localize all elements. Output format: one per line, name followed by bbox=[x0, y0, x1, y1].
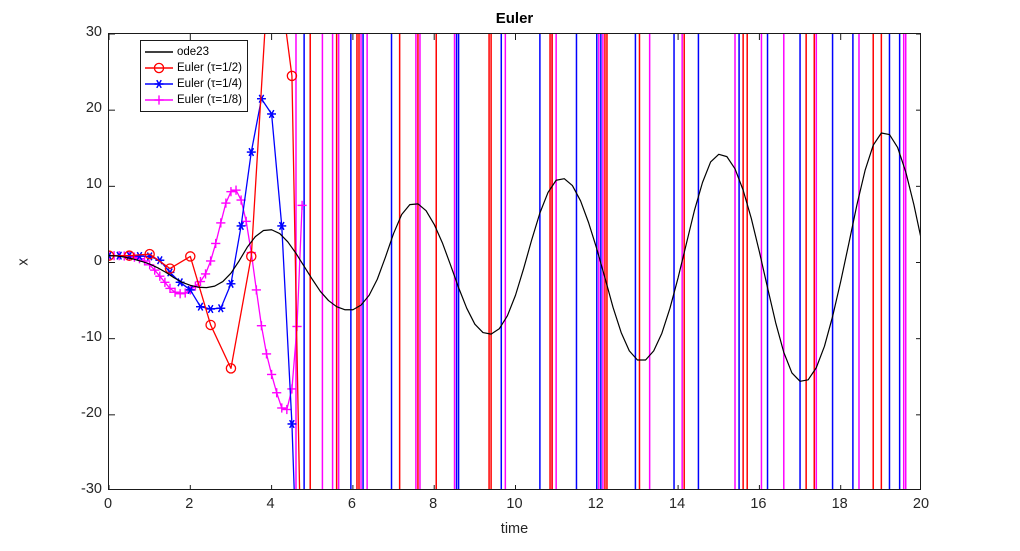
marker-asterisk bbox=[167, 268, 173, 277]
marker-asterisk bbox=[109, 254, 112, 260]
page-title: Euler bbox=[495, 10, 534, 27]
series-euler-1-4- bbox=[109, 94, 297, 489]
legend-item-1[interactable]: Euler (τ=1/2) bbox=[144, 60, 243, 76]
marker-asterisk bbox=[289, 419, 295, 429]
marker-circle bbox=[205, 319, 216, 331]
legend-swatch-circle-icon bbox=[144, 61, 174, 75]
series-line bbox=[109, 34, 301, 489]
legend-swatch-none-icon bbox=[144, 45, 174, 59]
x-axis-label: time bbox=[500, 521, 529, 537]
legend-swatch-asterisk-icon bbox=[144, 77, 174, 91]
legend-marker bbox=[153, 62, 165, 74]
marker-circle bbox=[185, 251, 196, 262]
marker-circle bbox=[286, 70, 298, 82]
y-tick-label: -20 bbox=[81, 404, 102, 421]
marker-asterisk bbox=[218, 304, 224, 313]
series-line bbox=[109, 98, 295, 489]
marker-circle bbox=[246, 251, 257, 262]
series-line bbox=[109, 132, 920, 382]
y-tick-label: 10 bbox=[85, 176, 102, 193]
marker-asterisk bbox=[156, 79, 162, 89]
series-euler-1-2- bbox=[109, 34, 301, 489]
y-tick-label: 30 bbox=[85, 24, 102, 40]
marker-circle bbox=[124, 250, 135, 261]
marker-asterisk bbox=[268, 109, 275, 119]
x-tick-label: 14 bbox=[669, 496, 686, 512]
legend-label: Euler (τ=1/2) bbox=[177, 62, 242, 74]
marker-asterisk bbox=[197, 302, 204, 311]
series-ode23 bbox=[109, 132, 920, 382]
marker-asterisk bbox=[136, 251, 143, 261]
plot-canvas bbox=[109, 34, 920, 489]
marker-circle bbox=[153, 62, 165, 74]
series-euler-1-8- bbox=[109, 185, 307, 415]
x-tick-label: 0 bbox=[103, 496, 113, 512]
y-tick-label: 20 bbox=[85, 100, 102, 117]
legend-item-2[interactable]: Euler (τ=1/4) bbox=[144, 76, 243, 92]
x-tick-label: 6 bbox=[347, 496, 356, 512]
marker-asterisk bbox=[207, 304, 214, 314]
legend-item-0[interactable]: ode23 bbox=[144, 44, 243, 60]
marker-asterisk bbox=[228, 279, 234, 288]
x-axis-tick-labels: 0 2 4 6 8 10 12 14 16 18 20 bbox=[104, 496, 929, 518]
marker-circle bbox=[144, 248, 155, 260]
legend-swatch-plus-icon bbox=[144, 93, 174, 107]
x-tick-label: 18 bbox=[831, 496, 848, 512]
x-tick-label: 12 bbox=[587, 496, 604, 512]
y-tick-label: 0 bbox=[93, 252, 102, 269]
x-tick-label: 20 bbox=[912, 496, 930, 512]
marker-asterisk bbox=[278, 221, 285, 231]
y-axis-label: x bbox=[15, 258, 32, 266]
marker-asterisk bbox=[177, 278, 183, 287]
x-tick-label: 8 bbox=[429, 496, 438, 512]
y-axis-tick-labels: 30 20 10 0 -10 -20 -30 bbox=[58, 24, 102, 497]
marker-asterisk bbox=[157, 256, 163, 265]
marker-asterisk bbox=[248, 147, 255, 157]
marker-asterisk bbox=[238, 221, 244, 231]
marker-circle bbox=[164, 263, 176, 274]
legend[interactable]: ode23 Euler (τ=1/2) Euler (τ=1/4) Euler (τ=… bbox=[140, 40, 248, 112]
series-line bbox=[109, 189, 303, 411]
marker-circle bbox=[225, 363, 237, 374]
marker-asterisk bbox=[187, 285, 194, 295]
divergence-lines bbox=[295, 34, 907, 489]
y-tick-label: -10 bbox=[81, 328, 102, 345]
y-tick-label: -30 bbox=[81, 481, 102, 497]
legend-label: Euler (τ=1/8) bbox=[177, 94, 242, 106]
legend-label: ode23 bbox=[177, 46, 209, 58]
x-tick-label: 2 bbox=[185, 496, 194, 512]
marker-asterisk bbox=[109, 251, 112, 257]
x-tick-label: 4 bbox=[266, 496, 275, 512]
legend-marker bbox=[154, 79, 164, 89]
legend-label: Euler (τ=1/4) bbox=[177, 78, 242, 90]
x-tick-label: 16 bbox=[750, 496, 767, 512]
legend-marker bbox=[154, 95, 164, 105]
legend-item-3[interactable]: Euler (τ=1/8) bbox=[144, 92, 243, 108]
x-tick-label: 10 bbox=[506, 496, 523, 512]
